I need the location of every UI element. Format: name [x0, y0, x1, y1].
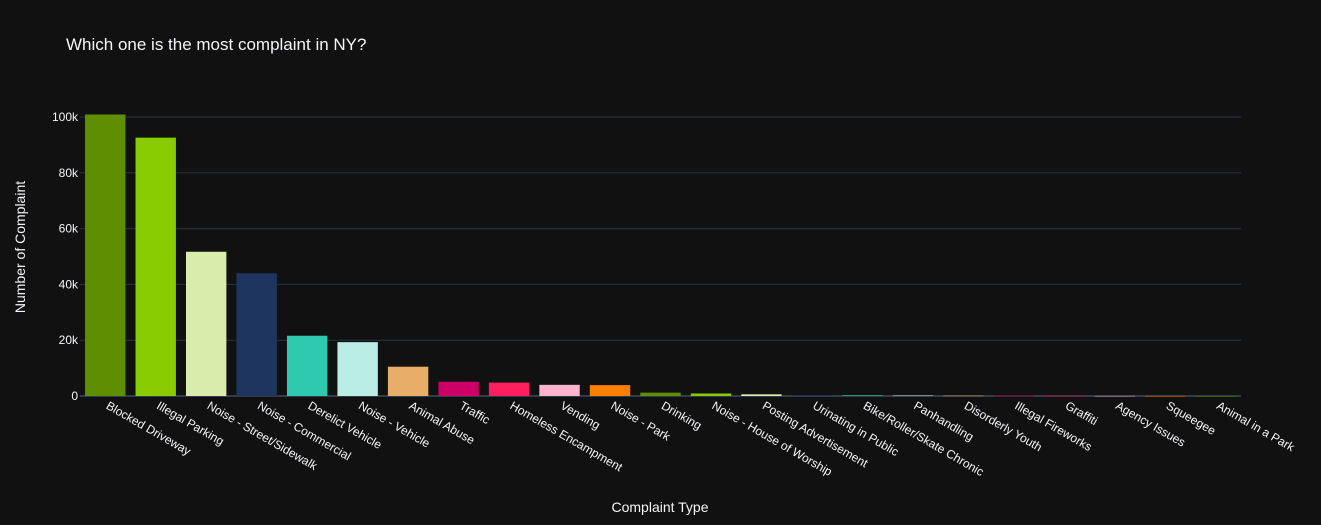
x-tick-label: Graffiti	[1063, 398, 1100, 428]
bar[interactable]	[842, 395, 883, 396]
y-tick-label: 60k	[59, 222, 79, 236]
y-tick-label: 100k	[52, 110, 79, 124]
bar[interactable]	[539, 384, 580, 396]
bar[interactable]	[488, 382, 530, 396]
bar[interactable]	[85, 114, 126, 396]
y-tick-layer: 0 20k 40k 60k 80k 100k	[52, 110, 79, 403]
chart-title: Which one is the most complaint in NY?	[66, 35, 366, 54]
y-tick-label: 80k	[59, 166, 79, 180]
bars-layer	[85, 114, 1236, 397]
bar[interactable]	[337, 342, 378, 396]
x-tick-label: Traffic	[457, 398, 492, 426]
bar[interactable]	[135, 137, 176, 396]
bar[interactable]	[943, 395, 984, 397]
bar[interactable]	[186, 251, 227, 396]
bar[interactable]	[993, 395, 1035, 397]
x-tick-label: Animal in a Park	[1214, 398, 1298, 454]
bar[interactable]	[741, 394, 782, 396]
x-tick-label: Blocked Driveway	[104, 398, 194, 458]
bar[interactable]	[387, 366, 429, 396]
bar[interactable]	[438, 381, 479, 396]
bar[interactable]	[236, 273, 277, 396]
bar[interactable]	[589, 385, 631, 396]
bar[interactable]	[1195, 395, 1236, 397]
bar[interactable]	[1044, 395, 1085, 397]
x-axis-title: Complaint Type	[611, 499, 708, 515]
y-tick-label: 40k	[59, 277, 79, 291]
bar[interactable]	[1094, 395, 1135, 397]
y-axis-title: Number of Complaint	[12, 181, 28, 313]
bar[interactable]	[640, 392, 681, 396]
bar[interactable]	[286, 335, 328, 396]
bar[interactable]	[1145, 395, 1186, 397]
y-tick-label: 0	[71, 389, 78, 403]
bar[interactable]	[690, 393, 732, 396]
bar[interactable]	[892, 395, 934, 397]
y-tick-label: 20k	[59, 333, 79, 347]
bar[interactable]	[791, 395, 833, 396]
